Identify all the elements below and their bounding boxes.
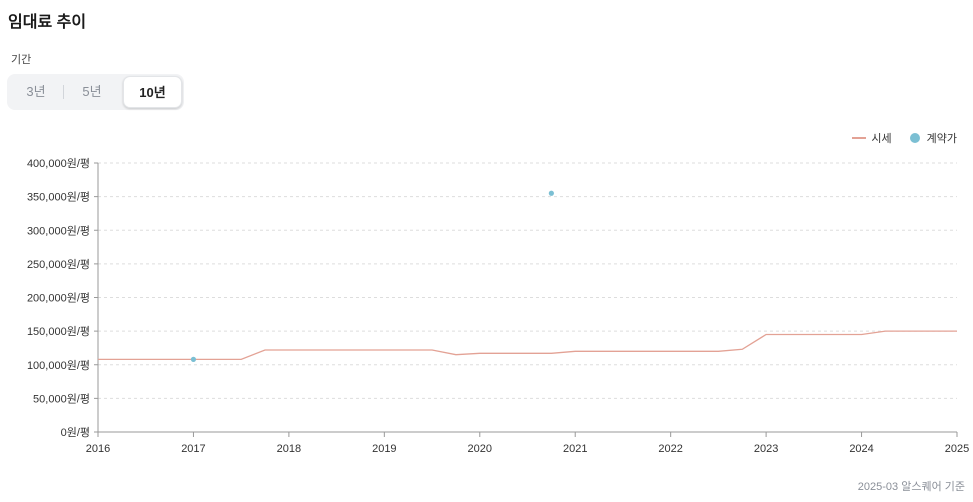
legend-item-market[interactable]: 시세 [852, 130, 892, 146]
y-tick-label: 400,000원/평 [27, 157, 90, 170]
x-tick-label: 2020 [468, 443, 492, 455]
y-tick-label: 300,000원/평 [27, 224, 90, 237]
period-option-5y[interactable]: 5년 [82, 84, 102, 99]
legend-label-market: 시세 [871, 133, 892, 145]
contract-price-point [548, 190, 554, 196]
period-label: 기간 [11, 54, 32, 66]
x-tick-label: 2025 [945, 443, 969, 455]
y-tick-label: 50,000원/평 [33, 392, 90, 405]
period-selector: 3년 5년 10년 [7, 74, 184, 110]
x-tick-label: 2021 [563, 443, 587, 455]
market-price-line [98, 330, 957, 361]
y-tick-label: 250,000원/평 [27, 258, 90, 271]
y-tick-label: 350,000원/평 [27, 191, 90, 204]
y-tick-label: 100,000원/평 [27, 359, 90, 372]
x-tick-label: 2017 [181, 443, 205, 455]
legend-dot-swatch [909, 133, 920, 143]
page-title: 임대료 추이 [8, 14, 87, 31]
data-source-note: 2025-03 알스퀘어 기준 [857, 481, 965, 493]
x-tick-label: 2019 [372, 443, 396, 455]
legend-item-contract[interactable]: 계약가 [909, 130, 957, 146]
x-tick-label: 2016 [86, 443, 110, 455]
y-tick-label: 0원/평 [61, 426, 90, 439]
legend-line-swatch [852, 137, 867, 139]
x-tick-label: 2022 [658, 443, 682, 455]
period-option-3y[interactable]: 3년 [26, 84, 46, 99]
x-tick-label: 2023 [754, 443, 778, 455]
chart-legend: 시세 계약가 [834, 130, 957, 146]
period-divider [63, 85, 64, 99]
legend-label-contract: 계약가 [926, 133, 957, 145]
x-tick-label: 2018 [277, 443, 301, 455]
x-tick-label: 2024 [849, 443, 873, 455]
contract-price-point [190, 356, 197, 362]
period-option-10y[interactable]: 10년 [123, 76, 182, 108]
y-tick-label: 150,000원/평 [27, 325, 90, 338]
y-tick-label: 200,000원/평 [27, 292, 90, 305]
